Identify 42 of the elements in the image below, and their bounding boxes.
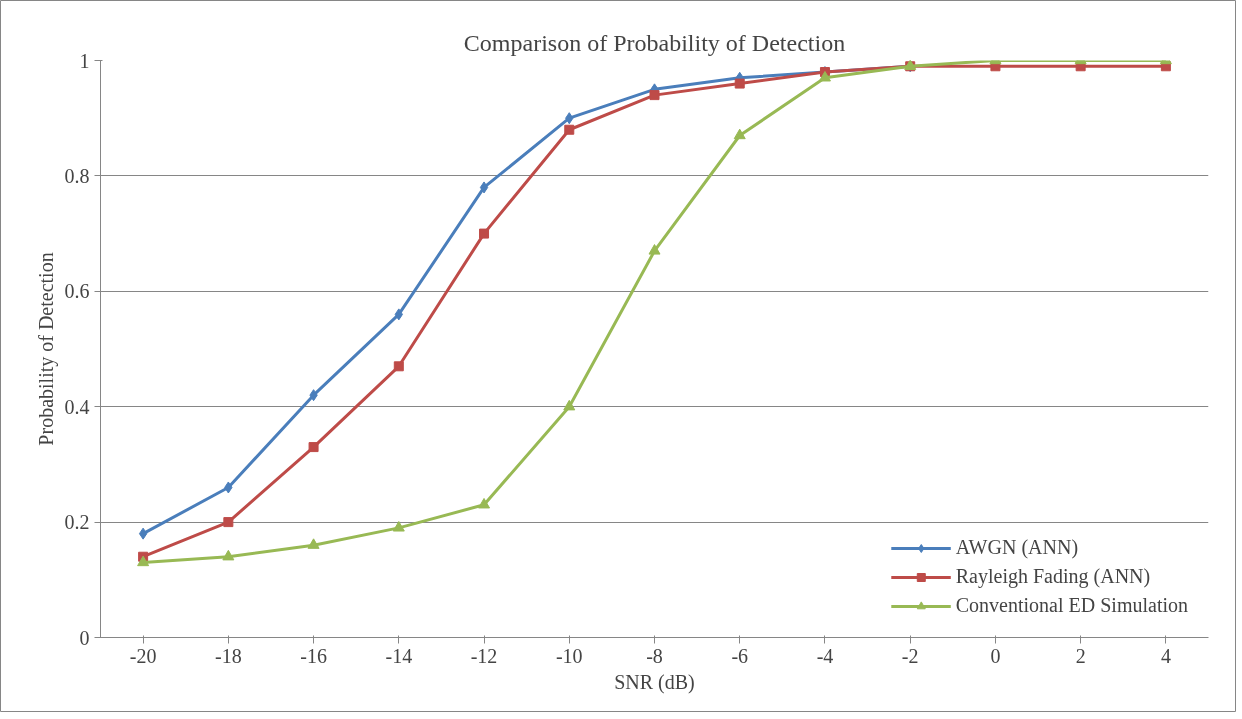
x-tick-label: 2 xyxy=(1075,644,1086,667)
point xyxy=(564,124,575,135)
legend-label: Conventional ED Simulation xyxy=(955,594,1188,617)
x-tick-label: 0 xyxy=(990,644,1001,667)
x-tick-label: -4 xyxy=(816,644,834,667)
point xyxy=(393,361,404,372)
y-tick-label: 0.8 xyxy=(64,164,90,187)
point xyxy=(308,442,319,453)
point xyxy=(649,90,660,101)
point xyxy=(307,538,320,549)
x-tick-label: -16 xyxy=(300,644,327,667)
x-tick-label: -10 xyxy=(555,644,583,667)
y-tick-label: 1 xyxy=(79,49,90,72)
y-tick-label: 0 xyxy=(79,626,90,649)
point xyxy=(479,181,489,194)
point xyxy=(478,497,491,509)
y-tick-label: 0.2 xyxy=(64,511,90,534)
chart-title: Comparison of Probability of Detection xyxy=(463,29,846,56)
x-tick-label: -14 xyxy=(385,644,413,667)
point xyxy=(392,521,405,532)
point xyxy=(222,549,235,561)
x-tick-label: -8 xyxy=(646,644,663,667)
y-axis-title: Probability of Detection xyxy=(34,252,58,446)
point xyxy=(223,517,234,528)
point xyxy=(137,555,150,567)
x-tick-label: -2 xyxy=(901,644,919,667)
point xyxy=(138,527,148,540)
point xyxy=(733,128,746,140)
y-tick-label: 0.6 xyxy=(64,280,90,303)
point xyxy=(479,228,490,239)
x-tick-label: -6 xyxy=(731,644,749,667)
x-tick-label: -12 xyxy=(470,644,498,667)
legend-label: Rayleigh Fading (ANN) xyxy=(955,565,1151,588)
x-tick-label: -18 xyxy=(215,644,242,667)
y-tick-label: 0.4 xyxy=(64,395,90,418)
point xyxy=(734,78,745,89)
legend-label: AWGN (ANN) xyxy=(955,536,1079,559)
x-tick-label: 4 xyxy=(1160,644,1171,667)
point xyxy=(648,244,661,255)
point xyxy=(563,399,576,411)
x-tick-label: -20 xyxy=(129,644,157,667)
x-axis-title: SNR (dB) xyxy=(614,670,695,694)
